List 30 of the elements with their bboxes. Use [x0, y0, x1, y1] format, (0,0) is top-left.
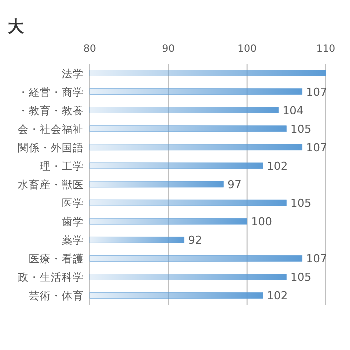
y-tick-label: 医療・看護: [29, 252, 84, 266]
y-tick-label: 政・生活科学: [18, 271, 84, 284]
y-tick-label: 医学: [62, 198, 84, 210]
y-tick-label: 芸術・体育: [29, 290, 84, 303]
data-label: 102: [267, 160, 288, 173]
y-tick-label: ・経営・商学: [18, 86, 84, 99]
data-label: 104: [282, 104, 304, 118]
data-label: 107: [306, 86, 328, 99]
y-tick-label: 薬学: [62, 234, 84, 248]
data-label: 100: [251, 216, 272, 229]
x-tick-label: 90: [162, 44, 176, 55]
chart-title: 大: [8, 17, 25, 36]
data-label: 105: [290, 122, 312, 136]
y-tick-label: 会・社会福祉: [18, 122, 84, 136]
data-label: 102: [267, 290, 288, 303]
x-tick-label: 100: [238, 44, 257, 55]
x-tick-label: 80: [84, 44, 96, 55]
data-label: 97: [228, 178, 242, 192]
data-label: 92: [188, 234, 202, 248]
data-label: 105: [290, 197, 312, 210]
data-label: 105: [290, 271, 312, 284]
y-tick-label: 水畜産・獣医: [18, 178, 84, 192]
data-label: 107: [306, 141, 328, 154]
y-tick-label: 関係・外国語: [18, 141, 84, 154]
x-tick-label: 110: [316, 44, 336, 55]
y-tick-label: 歯学: [62, 216, 84, 229]
y-tick-label: 理・工学: [40, 160, 84, 173]
y-tick-label: 法学: [62, 67, 84, 80]
data-label: 107: [306, 252, 328, 266]
y-tick-label: ・教育・教養: [18, 104, 84, 118]
